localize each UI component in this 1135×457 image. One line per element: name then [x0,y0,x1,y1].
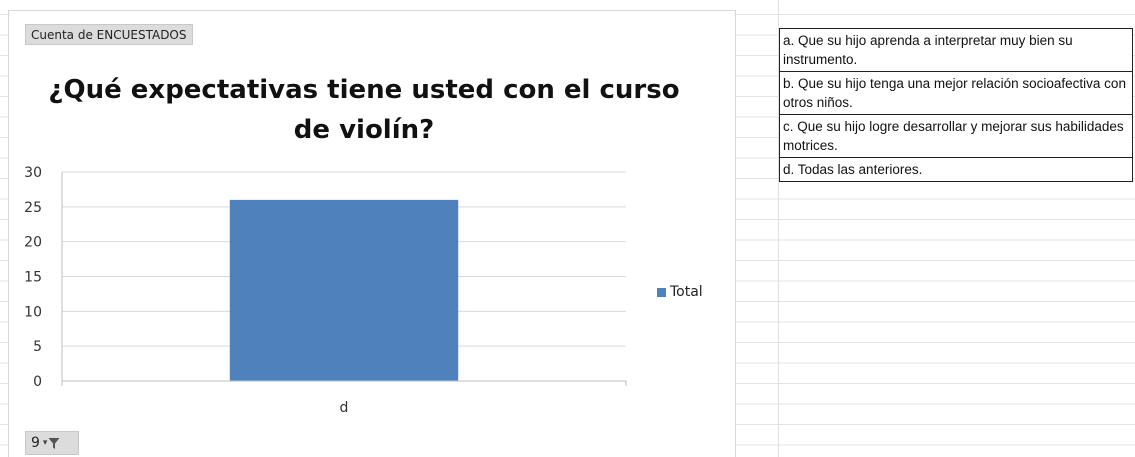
bar [229,199,459,381]
options-row: d. Todas las anteriores. [779,157,1133,182]
y-tick-label: 5 [33,339,42,355]
y-tick-label: 10 [24,304,42,320]
plot-area: 0 5 10 15 20 25 30 d [24,165,627,416]
y-tick-label: 0 [33,374,42,390]
chevron-down-icon: ▾ [42,438,48,448]
option-text: d. Todas las anteriores. [779,157,1133,182]
options-row: c. Que su hijo logre desarrollar y mejor… [779,114,1133,158]
options-row: a. Que su hijo aprenda a interpretar muy… [779,28,1133,72]
option-text: a. Que su hijo aprenda a interpretar muy… [779,28,1133,72]
chart-title: ¿Qué expectativas tiene usted con el cur… [48,75,680,145]
chart-legend[interactable]: Total [657,284,703,300]
legend-label: Total [670,284,703,300]
y-tick-label: 15 [24,270,42,286]
pivot-field-button[interactable]: Cuenta de ENCUESTADOS [25,24,193,45]
filter-value: 9 [31,435,40,451]
y-tick-label: 25 [24,200,42,216]
filter-button[interactable]: 9 ▾ [25,431,79,455]
x-category-label: d [340,400,349,416]
funnel-filter-icon [48,437,60,449]
options-table: a. Que su hijo aprenda a interpretar muy… [779,28,1133,182]
y-tick-label: 30 [24,165,42,181]
y-tick-label: 20 [24,235,42,251]
legend-swatch [657,287,666,297]
column-divider [778,0,779,457]
option-text: c. Que su hijo logre desarrollar y mejor… [779,114,1133,158]
option-text: b. Que su hijo tenga una mejor relación … [779,71,1133,115]
options-row: b. Que su hijo tenga una mejor relación … [779,71,1133,115]
